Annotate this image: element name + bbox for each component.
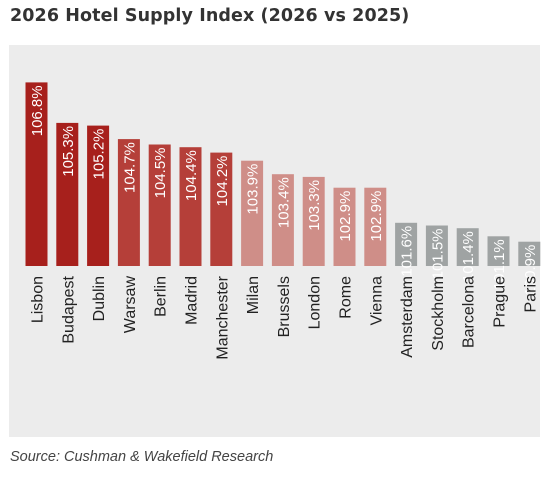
bar-amsterdam <box>395 222 418 266</box>
value-label-vienna: 102.9% <box>368 191 385 242</box>
category-label-budapest: Budapest <box>60 275 77 343</box>
category-label-barcelona: Barcelona <box>461 276 478 348</box>
category-label-paris: Paris <box>522 276 539 312</box>
value-label-berlin: 104.5% <box>152 148 169 199</box>
value-label-lisbon: 106.8% <box>29 85 46 136</box>
value-label-dublin: 105.2% <box>91 129 108 180</box>
value-label-madrid: 104.4% <box>183 150 200 201</box>
bar-dublin <box>87 125 110 266</box>
value-label-rome: 102.9% <box>337 191 354 242</box>
bar-manchester <box>210 152 233 266</box>
value-label-budapest: 105.3% <box>60 126 77 177</box>
bar-prague <box>487 236 510 266</box>
bar-lisbon <box>25 82 48 267</box>
bar-milan <box>241 160 264 266</box>
value-label-prague: 101.1% <box>491 239 508 290</box>
category-label-madrid: Madrid <box>184 276 201 325</box>
bar-vienna <box>364 187 387 266</box>
value-label-amsterdam: 101.6% <box>399 226 416 277</box>
category-label-amsterdam: Amsterdam <box>399 276 416 358</box>
category-label-milan: Milan <box>245 276 262 314</box>
category-label-dublin: Dublin <box>91 276 108 321</box>
bar-london <box>302 176 325 266</box>
category-label-lisbon: Lisbon <box>30 276 47 323</box>
category-label-warsaw: Warsaw <box>122 276 139 334</box>
value-label-warsaw: 104.7% <box>121 142 138 193</box>
value-label-stockholm: 101.5% <box>429 229 446 280</box>
category-label-rome: Rome <box>338 276 355 319</box>
bar-barcelona <box>456 228 479 266</box>
value-label-brussels: 103.4% <box>275 177 292 228</box>
bar-stockholm <box>425 225 448 266</box>
bar-warsaw <box>117 139 140 266</box>
value-label-paris: 100.9% <box>522 245 539 296</box>
category-label-berlin: Berlin <box>153 276 170 317</box>
bar-brussels <box>271 174 294 266</box>
category-label-vienna: Vienna <box>368 276 385 326</box>
category-label-stockholm: Stockholm <box>430 276 447 351</box>
value-label-london: 103.3% <box>306 180 323 231</box>
bar-madrid <box>179 147 202 266</box>
category-label-brussels: Brussels <box>276 276 293 337</box>
value-label-barcelona: 101.4% <box>460 231 477 282</box>
category-label-manchester: Manchester <box>214 275 231 359</box>
category-label-prague: Prague <box>492 276 509 328</box>
chart-title: 2026 Hotel Supply Index (2026 vs 2025) <box>10 6 410 26</box>
bar-rome <box>333 187 356 266</box>
bar-paris <box>518 241 541 266</box>
category-label-london: London <box>307 276 324 329</box>
bar-berlin <box>148 144 171 266</box>
chart-source: Source: Cushman & Wakefield Research <box>10 449 274 465</box>
value-label-manchester: 104.2% <box>214 156 231 207</box>
bar-budapest <box>56 122 79 267</box>
value-label-milan: 103.9% <box>245 164 262 215</box>
